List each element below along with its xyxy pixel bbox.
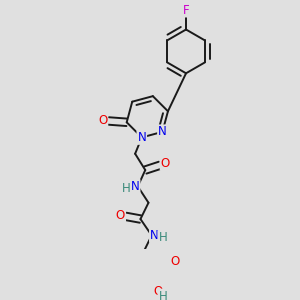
Text: N: N — [150, 229, 159, 242]
Text: N: N — [158, 125, 167, 138]
Text: O: O — [170, 255, 179, 268]
Text: H: H — [122, 182, 131, 195]
Text: O: O — [154, 285, 163, 298]
Text: F: F — [183, 4, 189, 16]
Text: H: H — [158, 290, 167, 300]
Text: O: O — [116, 208, 125, 222]
Text: O: O — [161, 157, 170, 169]
Text: O: O — [98, 115, 107, 128]
Text: N: N — [131, 180, 140, 193]
Text: H: H — [158, 231, 167, 244]
Text: N: N — [137, 131, 146, 144]
